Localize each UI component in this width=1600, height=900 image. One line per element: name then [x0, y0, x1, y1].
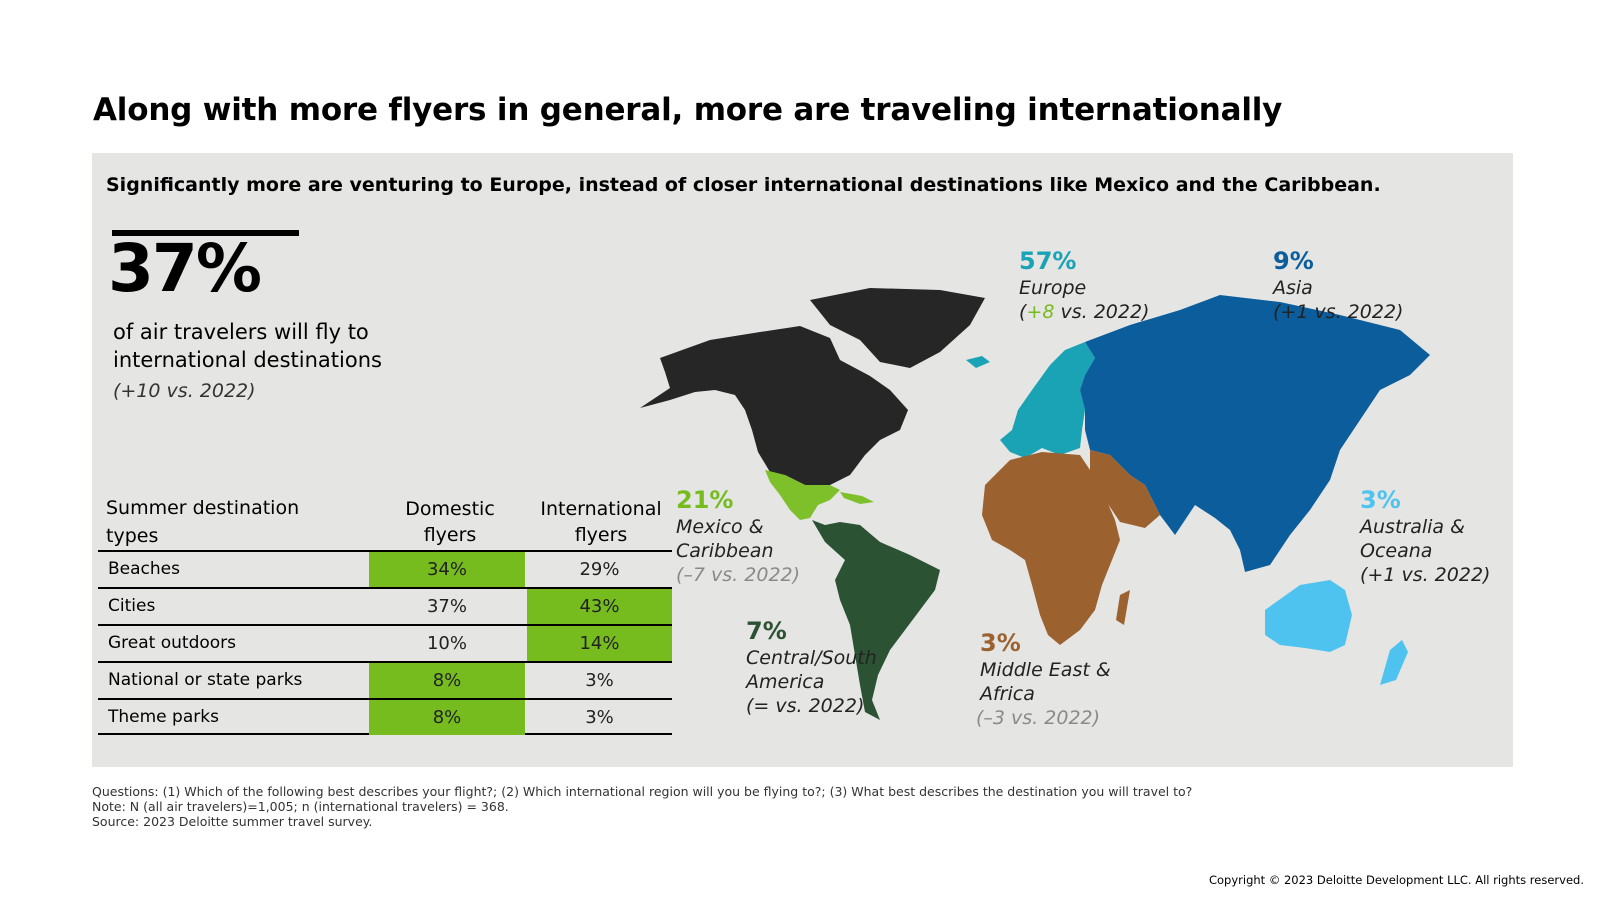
- domestic-value: 37%: [426, 596, 467, 617]
- region-new-zealand: [1380, 640, 1408, 685]
- footnote-note: Note: N (all air travelers)=1,005; n (in…: [92, 799, 509, 814]
- row-label: Great outdoors: [108, 633, 237, 653]
- region-north-america: [640, 326, 908, 485]
- table-row: Theme parks 8% 3%: [98, 698, 672, 735]
- south-america-name-2: America: [746, 671, 825, 693]
- table-row: Beaches 34% 29%: [98, 550, 672, 587]
- stat-divider: [112, 230, 299, 236]
- table-header-destination-types: Summer destination types: [106, 497, 300, 547]
- table-row: Cities 37% 43%: [98, 587, 672, 624]
- mea-name-2: Africa: [980, 683, 1035, 705]
- table-row: Great outdoors 10% 14%: [98, 624, 672, 661]
- australia-pct: 3%: [1360, 486, 1401, 514]
- mea-pct: 3%: [980, 629, 1021, 657]
- mexico-pct: 21%: [676, 486, 734, 514]
- region-iceland: [966, 356, 990, 368]
- row-label: Beaches: [108, 559, 180, 579]
- europe-delta: (+8 vs. 2022): [1019, 301, 1150, 323]
- label-asia: 9% Asia (+1 vs. 2022): [1273, 246, 1403, 324]
- label-central-south-america: 7% Central/South America (= vs. 2022): [746, 616, 877, 718]
- footnote-source: Source: 2023 Deloitte summer travel surv…: [92, 814, 373, 829]
- row-label: Cities: [108, 596, 156, 616]
- south-america-delta: (= vs. 2022): [746, 695, 865, 717]
- table-header-domestic: Domestic flyers: [405, 498, 495, 546]
- region-south-america: [812, 520, 940, 720]
- panel-subtitle: Significantly more are venturing to Euro…: [106, 174, 1381, 196]
- australia-name-1: Australia &: [1360, 516, 1465, 538]
- region-africa: [982, 452, 1120, 645]
- region-caribbean-islands: [840, 492, 874, 504]
- region-madagascar: [1116, 590, 1130, 625]
- mea-name-1: Middle East &: [980, 659, 1111, 681]
- footnote-questions: Questions: (1) Which of the following be…: [92, 784, 1193, 799]
- table-row: National or state parks 8% 3%: [98, 661, 672, 698]
- row-label: Theme parks: [108, 707, 219, 727]
- row-label: National or state parks: [108, 670, 303, 690]
- europe-pct: 57%: [1019, 247, 1077, 275]
- page-title: Along with more flyers in general, more …: [93, 92, 1283, 128]
- asia-pct: 9%: [1273, 247, 1314, 275]
- region-greenland: [810, 288, 985, 368]
- label-mexico-caribbean: 21% Mexico & Caribbean (–7 vs. 2022): [676, 485, 800, 587]
- region-europe: [1000, 342, 1095, 458]
- australia-name-2: Oceana: [1360, 540, 1433, 562]
- table-header-international: International flyers: [540, 498, 662, 546]
- copyright: Copyright © 2023 Deloitte Development LL…: [1208, 873, 1584, 887]
- australia-delta: (+1 vs. 2022): [1360, 564, 1491, 586]
- domestic-value: 34%: [369, 552, 525, 587]
- region-mexico-caribbean: [765, 470, 840, 520]
- domestic-value: 8%: [369, 663, 525, 698]
- international-value: 3%: [585, 707, 614, 728]
- domestic-value: 10%: [426, 633, 467, 654]
- region-australia: [1265, 580, 1352, 652]
- asia-delta: (+1 vs. 2022): [1273, 301, 1404, 323]
- world-map: [640, 288, 1430, 720]
- asia-name: Asia: [1273, 277, 1313, 299]
- region-middle-east: [1090, 450, 1160, 528]
- mea-delta: (–3 vs. 2022): [976, 707, 1101, 729]
- international-value: 14%: [527, 626, 672, 661]
- europe-name: Europe: [1019, 277, 1087, 299]
- international-value: 43%: [527, 589, 672, 624]
- international-value: 3%: [585, 670, 614, 691]
- south-america-name-1: Central/South: [746, 647, 877, 669]
- destination-table: Beaches 34% 29% Cities 37% 43% Great out…: [98, 550, 672, 735]
- label-australia-oceana: 3% Australia & Oceana (+1 vs. 2022): [1360, 485, 1490, 587]
- mexico-name-2: Caribbean: [676, 540, 774, 562]
- region-asia: [1080, 295, 1430, 572]
- headline-stat-delta: (+10 vs. 2022): [113, 380, 256, 402]
- domestic-value: 8%: [369, 700, 525, 735]
- headline-stat-value: 37%: [108, 230, 262, 307]
- headline-stat-description: of air travelers will fly to internation…: [113, 320, 382, 372]
- label-europe: 57% Europe (+8 vs. 2022): [1019, 246, 1149, 324]
- label-middle-east-africa: 3% Middle East & Africa (–3 vs. 2022): [976, 628, 1111, 730]
- international-value: 29%: [579, 559, 620, 580]
- footnotes: Questions: (1) Which of the following be…: [92, 784, 1192, 829]
- mexico-name-1: Mexico &: [676, 516, 764, 538]
- mexico-delta: (–7 vs. 2022): [676, 564, 801, 586]
- south-america-pct: 7%: [746, 617, 787, 645]
